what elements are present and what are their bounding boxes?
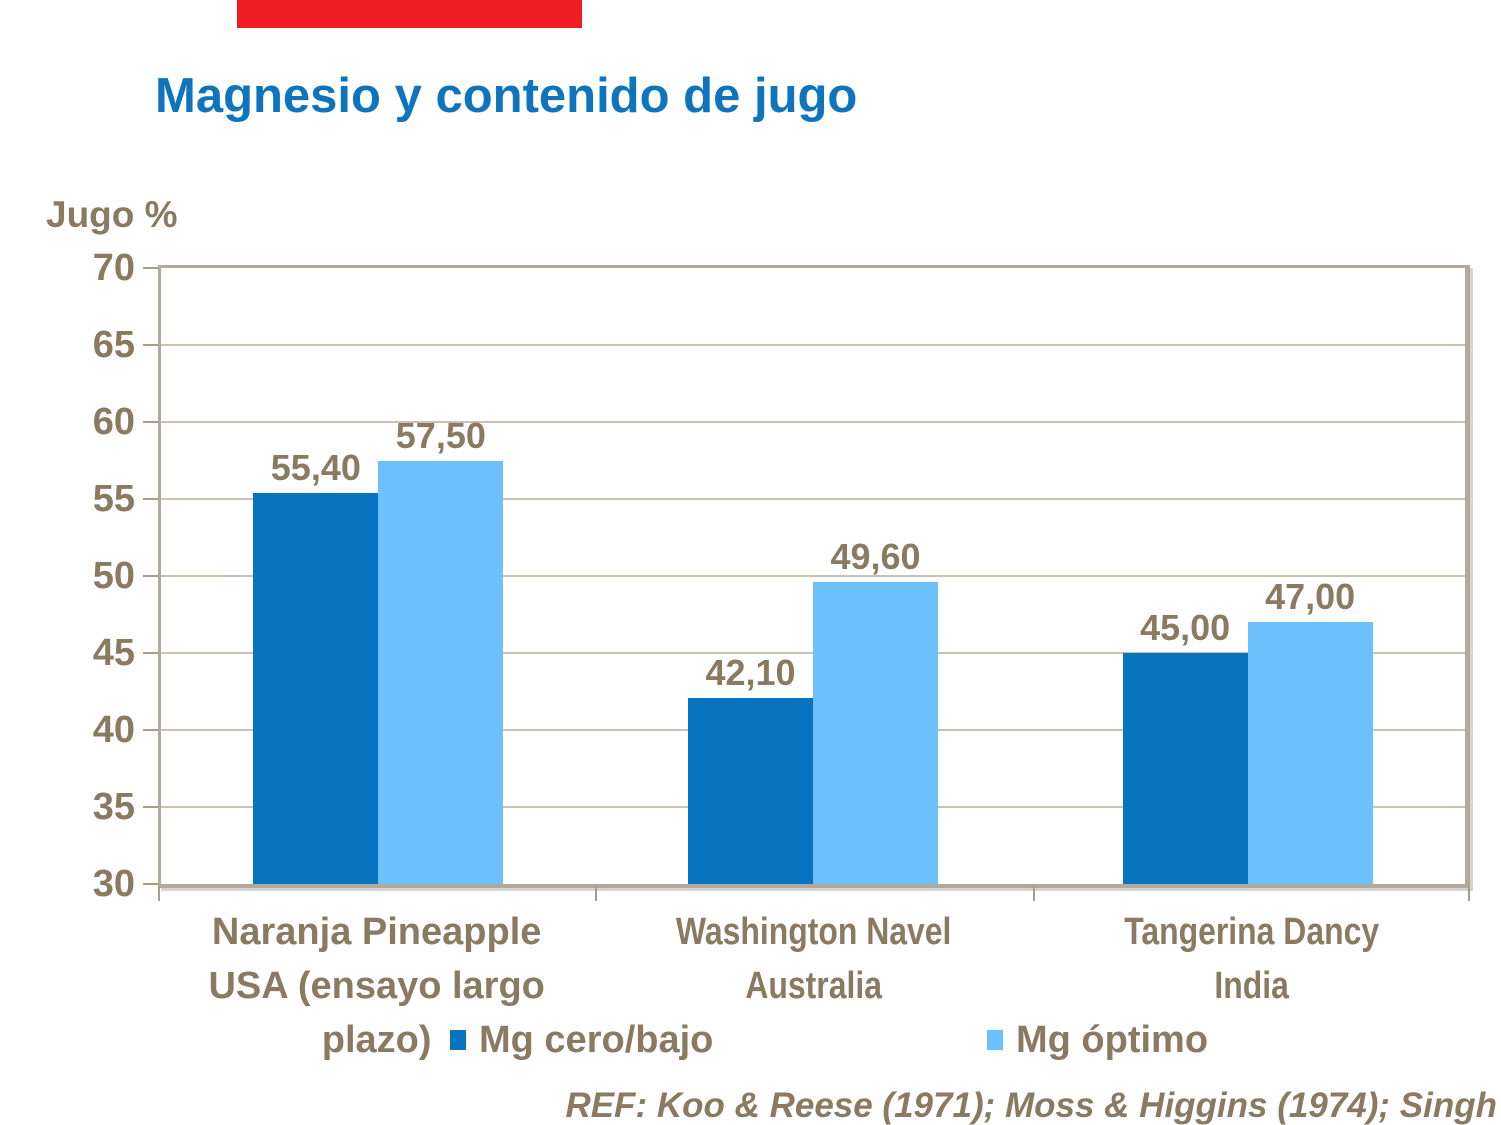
y-tick-label: 70 [92,247,135,289]
gridline [161,498,1465,500]
slide-accent-bar [237,0,582,28]
y-tick-mark [143,344,158,346]
bar-value-label: 49,60 [830,536,921,578]
y-tick-mark [143,883,158,885]
y-tick-label: 45 [92,632,135,674]
legend-label: Mg cero/bajo [479,1018,714,1061]
y-tick-mark [143,575,158,577]
category-label: Tangerina Dancy India [1068,905,1435,1013]
legend-item: Mg óptimo [987,1019,1208,1061]
chart-title: Magnesio y contenido de jugo [155,69,858,123]
gridline [161,344,1465,346]
category-label: Washington Navel Australia [630,905,997,1013]
y-tick-label: 65 [92,324,135,366]
x-tick-mark [1468,886,1470,901]
legend-item: Mg cero/bajo [450,1019,713,1061]
y-tick-mark [143,806,158,808]
bar-mg-cero-bajo [253,492,379,884]
y-tick-label: 60 [92,401,135,443]
y-tick-label: 30 [92,863,135,905]
gridline [161,575,1465,577]
y-tick-mark [143,421,158,423]
y-tick-mark [143,498,158,500]
legend-label: Mg óptimo [1016,1018,1209,1061]
bar-value-label: 45,00 [1140,607,1231,648]
y-tick-label: 40 [92,709,135,751]
bar-mg-cero-bajo [1122,653,1248,884]
x-tick-mark [1032,886,1035,901]
category-label-line: Australia [745,965,883,1007]
reference-citation: REF: Koo & Reese (1971); Moss & Higgins … [565,1086,1497,1125]
bar-value-label: 47,00 [1265,576,1356,618]
legend-swatch [987,1030,1003,1050]
category-label-line: Tangerina Dancy [1123,911,1379,953]
y-tick-label: 55 [92,478,135,520]
y-tick-mark [143,267,158,269]
x-tick-mark [158,886,160,901]
bar-value-label: 57,50 [395,414,486,456]
y-tick-label: 35 [92,786,135,828]
bar-mg-ptimo [813,582,938,884]
category-label-line: Washington Navel [676,911,952,953]
gridline [161,421,1465,423]
category-label-line: Naranja Pineapple [211,911,542,953]
y-axis-title: Jugo % [46,194,178,235]
y-tick-label: 50 [92,555,135,597]
bar-value-label: 42,10 [705,651,796,693]
legend-swatch [450,1030,466,1050]
y-tick-mark [143,652,158,654]
bar-mg-ptimo [378,460,504,884]
category-label-line: India [1214,965,1289,1007]
plot-area: 55,40 42,10 45,00 57,50 49,60 47,00 [158,265,1470,888]
y-tick-mark [143,729,158,731]
x-tick-mark [595,886,598,901]
bar-value-label: 55,40 [270,446,361,488]
category-label: Naranja Pineapple USA (ensayo largo plazo… [158,905,595,1067]
category-label-line: USA (ensayo largo plazo) [208,965,545,1061]
bar-mg-cero-bajo [688,697,813,884]
bar-mg-ptimo [1247,622,1373,884]
